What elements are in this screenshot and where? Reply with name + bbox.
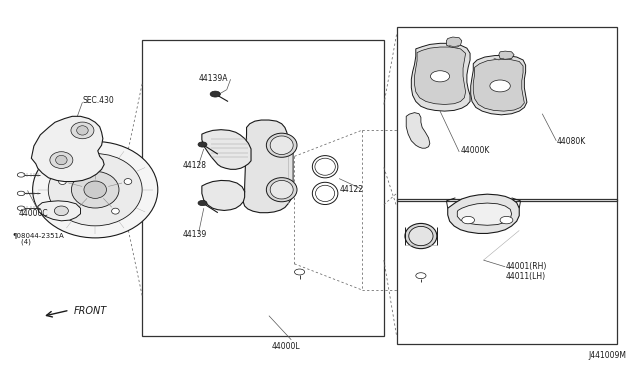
- Circle shape: [17, 191, 25, 196]
- Polygon shape: [202, 180, 244, 211]
- Circle shape: [490, 80, 510, 92]
- Ellipse shape: [266, 178, 297, 202]
- Ellipse shape: [48, 154, 142, 226]
- Circle shape: [294, 269, 305, 275]
- Circle shape: [198, 142, 207, 147]
- Ellipse shape: [59, 179, 67, 185]
- Text: 44139: 44139: [182, 230, 207, 239]
- Text: 44000K: 44000K: [461, 146, 490, 155]
- Ellipse shape: [33, 141, 158, 238]
- Ellipse shape: [270, 136, 293, 154]
- Bar: [397, 199, 617, 343]
- Text: ¶08044-2351A
    (4): ¶08044-2351A (4): [12, 232, 64, 246]
- Text: FRONT: FRONT: [74, 306, 108, 316]
- Bar: [143, 39, 384, 336]
- Polygon shape: [448, 194, 519, 234]
- Polygon shape: [406, 113, 430, 148]
- Text: 44139A: 44139A: [198, 74, 228, 83]
- Ellipse shape: [270, 180, 293, 199]
- Ellipse shape: [111, 208, 119, 214]
- Text: 44122: 44122: [339, 185, 363, 194]
- Text: 44000L: 44000L: [272, 341, 301, 350]
- Polygon shape: [243, 120, 293, 213]
- Polygon shape: [473, 59, 524, 111]
- Polygon shape: [412, 43, 470, 111]
- Circle shape: [500, 217, 513, 224]
- Polygon shape: [447, 37, 462, 47]
- Ellipse shape: [72, 171, 119, 208]
- Text: 44001(RH)
44011(LH): 44001(RH) 44011(LH): [505, 262, 547, 281]
- Polygon shape: [470, 55, 527, 115]
- Circle shape: [431, 71, 450, 82]
- Ellipse shape: [77, 126, 88, 135]
- Bar: [397, 27, 617, 201]
- Ellipse shape: [409, 227, 433, 246]
- Ellipse shape: [71, 208, 79, 214]
- Polygon shape: [458, 203, 511, 225]
- Ellipse shape: [54, 206, 68, 216]
- Text: 44000C: 44000C: [19, 209, 48, 218]
- Ellipse shape: [405, 224, 437, 248]
- Polygon shape: [31, 116, 104, 182]
- Ellipse shape: [92, 160, 99, 166]
- Polygon shape: [202, 130, 251, 169]
- Polygon shape: [38, 201, 81, 221]
- Ellipse shape: [71, 122, 94, 139]
- Polygon shape: [499, 51, 514, 59]
- Ellipse shape: [50, 152, 73, 169]
- Text: SEC.430: SEC.430: [83, 96, 114, 105]
- Ellipse shape: [124, 179, 132, 185]
- Circle shape: [17, 173, 25, 177]
- Circle shape: [210, 91, 220, 97]
- Circle shape: [17, 206, 25, 211]
- Ellipse shape: [56, 155, 67, 165]
- Circle shape: [462, 217, 474, 224]
- Ellipse shape: [84, 181, 106, 198]
- Text: 44080K: 44080K: [556, 137, 586, 146]
- Ellipse shape: [266, 133, 297, 157]
- Text: 44128: 44128: [182, 161, 207, 170]
- Circle shape: [198, 201, 207, 206]
- Circle shape: [416, 273, 426, 279]
- Polygon shape: [415, 47, 466, 105]
- Text: J441009M: J441009M: [589, 351, 627, 360]
